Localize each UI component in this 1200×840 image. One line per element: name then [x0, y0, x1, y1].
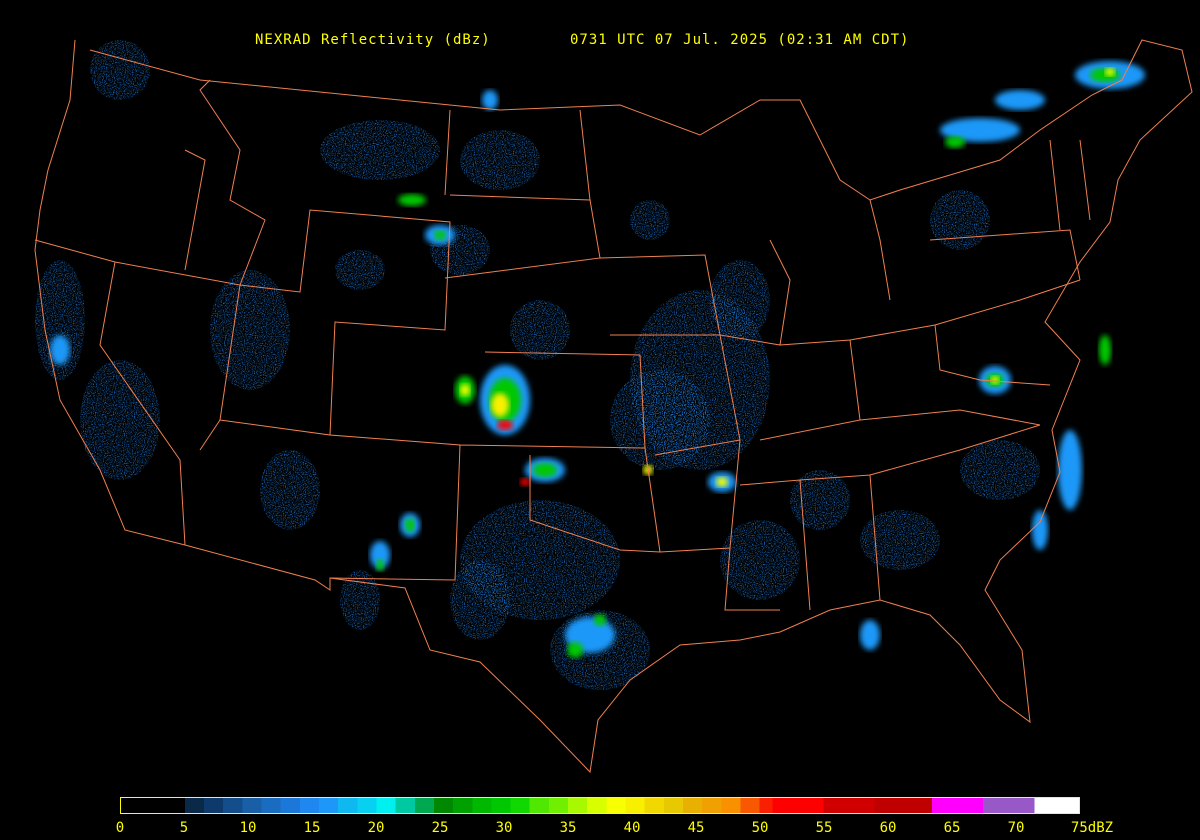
legend-tick: 25: [431, 820, 449, 836]
storm-cell: [533, 463, 557, 477]
legend-tick: 50: [751, 820, 769, 836]
storm-cell: [460, 384, 470, 396]
light-echo-area: [630, 200, 670, 240]
light-echo-area: [460, 130, 540, 190]
legend-tick: 55: [815, 820, 833, 836]
state-lines: [34, 79, 1091, 611]
light-echo-area: [790, 470, 850, 530]
light-echo-area: [320, 120, 440, 180]
storm-cell: [1099, 335, 1111, 365]
storm-cell: [995, 90, 1045, 110]
legend-tick: 0: [115, 820, 125, 836]
storm-cell: [50, 335, 70, 365]
color-scale-legend: [120, 797, 1080, 814]
light-echo-area: [260, 450, 320, 530]
storm-cell: [945, 136, 965, 148]
storm-cell: [1105, 68, 1115, 76]
product-title: NEXRAD Reflectivity (dBz): [255, 32, 491, 48]
storm-cell: [434, 230, 446, 240]
storm-cell: [991, 376, 999, 384]
light-echo-area: [450, 560, 510, 640]
storm-cell: [1058, 430, 1082, 510]
storm-cell: [405, 518, 415, 532]
legend-tick: 30: [495, 820, 513, 836]
legend-tick: 5: [179, 820, 189, 836]
storm-cell: [482, 90, 498, 110]
storm-cell: [370, 541, 390, 569]
light-echo-area: [335, 250, 385, 290]
light-echo-area: [35, 260, 85, 380]
light-echo-area: [860, 510, 940, 570]
timestamp: 0731 UTC 07 Jul. 2025 (02:31 AM CDT): [570, 32, 910, 48]
radar-echoes: [35, 40, 1145, 690]
light-echo-area: [340, 570, 380, 630]
storm-cell: [1032, 510, 1048, 550]
storm-cell: [398, 194, 426, 206]
storm-cell: [567, 642, 583, 658]
storm-cell: [520, 478, 530, 486]
legend-tick: 70: [1007, 820, 1025, 836]
legend-tick: 40: [623, 820, 641, 836]
light-echo-area: [80, 360, 160, 480]
legend-tick: 10: [239, 820, 257, 836]
storm-cell: [940, 118, 1020, 142]
legend-tick: 60: [879, 820, 897, 836]
legend-tick: 45: [687, 820, 705, 836]
light-echo-area: [510, 300, 570, 360]
legend-tick: 15: [303, 820, 321, 836]
light-echo-area: [90, 40, 150, 100]
light-echo-area: [610, 370, 710, 470]
storm-cell: [594, 614, 606, 626]
storm-cell: [376, 559, 384, 571]
legend-tick: 75dBZ: [1070, 820, 1114, 836]
storm-cell: [716, 477, 728, 487]
boundaries: [34, 39, 1193, 774]
legend-tick: 20: [367, 820, 385, 836]
storm-cell: [1090, 68, 1120, 82]
storm-cell: [497, 420, 513, 430]
country-outline: [34, 39, 1193, 774]
light-echo-area: [930, 190, 990, 250]
storm-cell: [491, 393, 509, 417]
storm-cell: [860, 620, 880, 650]
light-echo-area: [210, 270, 290, 390]
light-echo-area: [720, 520, 800, 600]
legend-tick: 65: [943, 820, 961, 836]
legend-tick: 35: [559, 820, 577, 836]
light-echo-area: [960, 440, 1040, 500]
light-echo-area: [710, 260, 770, 340]
